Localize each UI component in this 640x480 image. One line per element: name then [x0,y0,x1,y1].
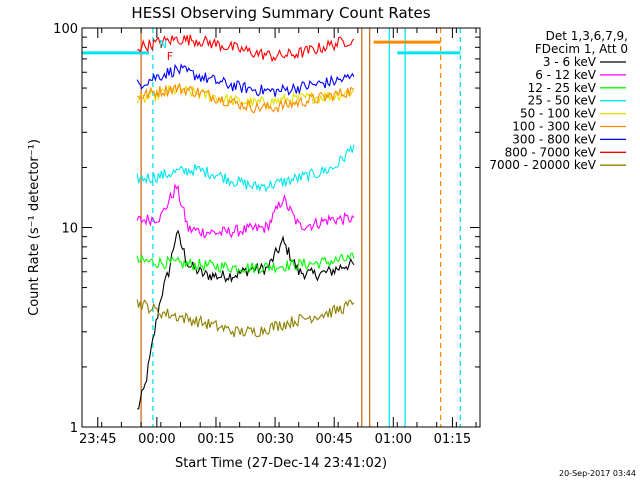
x-axis-label: Start Time (27-Dec-14 23:41:02) [175,456,387,471]
marker-f: F [167,50,173,63]
legend-label-8: 7000 - 20000 keV [489,158,596,172]
legend-label-2: 12 - 25 keV [528,81,597,95]
series-line-7 [136,34,355,63]
series-line-5 [136,82,355,114]
x-tick-label: 23:45 [79,432,116,447]
y-tick-label: 100 [53,22,78,37]
series-line-8 [136,299,355,338]
chart-title: HESSI Observing Summary Count Rates [131,4,430,22]
series-line-6 [136,63,355,97]
legend-label-6: 300 - 800 keV [512,132,596,146]
series-line-2 [136,252,355,275]
legend-label-1: 6 - 12 keV [535,68,597,82]
y-tick-label: 10 [61,222,78,237]
legend-label-7: 800 - 7000 keV [505,145,597,159]
legend-header-1: Det 1,3,6,7,9, [546,29,628,43]
footer-timestamp: 20-Sep-2017 03:44 [559,469,636,478]
x-tick-label: 00:00 [138,432,175,447]
legend-header-2: FDecim 1, Att 0 [535,42,628,56]
series-line-1 [136,183,355,239]
marker-n: N [159,38,167,51]
y-tick-label: 1 [70,421,78,436]
x-tick-label: 00:30 [256,432,293,447]
legend-label-3: 25 - 50 keV [528,94,597,108]
series-line-3 [136,144,355,193]
x-tick-label: 00:15 [197,432,234,447]
series-line-0 [136,229,355,410]
legend-label-0: 3 - 6 keV [543,55,597,69]
x-tick-label: 01:15 [434,432,471,447]
legend-label-5: 100 - 300 keV [512,120,596,134]
x-tick-label: 01:00 [375,432,412,447]
x-tick-label: 00:45 [315,432,352,447]
y-axis-label: Count Rate (s⁻¹ detector⁻¹) [27,139,42,316]
legend-label-4: 50 - 100 keV [520,107,597,121]
